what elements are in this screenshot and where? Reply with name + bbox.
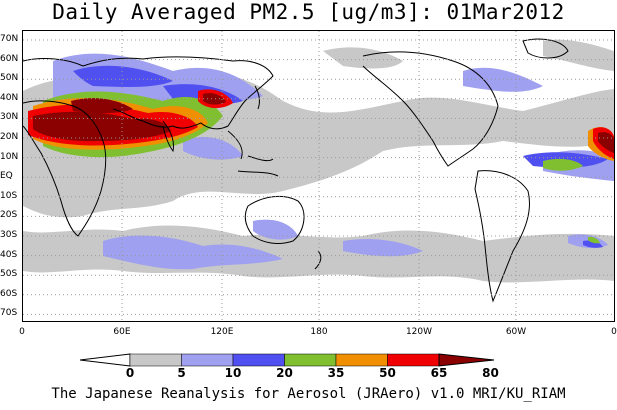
colorbar-tick-label: 80 — [482, 366, 499, 380]
lon-tick-label: 60E — [113, 327, 131, 337]
colorbar — [79, 353, 495, 367]
lat-tick-label: 60S — [0, 288, 18, 299]
map-canvas — [23, 31, 614, 321]
footer-credit: The Japanese Reanalysis for Aerosol (JRA… — [51, 386, 566, 402]
colorbar-tick-label: 10 — [224, 366, 242, 380]
lat-tick-label: EQ — [0, 171, 13, 182]
lat-tick-label: 20N — [0, 132, 19, 142]
colorbar-segment — [129, 353, 182, 367]
lat-tick-label: 60N — [0, 53, 19, 64]
colorbar-tick-label: 50 — [379, 366, 396, 380]
graticule — [23, 31, 614, 321]
lat-tick-label: 10N — [0, 151, 19, 162]
lat-tick-label: 30N — [0, 112, 19, 123]
lat-tick-label: 30S — [0, 230, 18, 240]
lat-tick-label: 70S — [0, 308, 18, 319]
lon-tick-label: 0 — [611, 327, 617, 337]
lon-tick-label: 180 — [310, 327, 328, 337]
colorbar-segment — [284, 353, 337, 367]
lat-tick-label: 50S — [0, 269, 18, 280]
colorbar-arrow-low — [79, 353, 131, 367]
colorbar-segment — [232, 353, 285, 367]
colorbar-tick-label: 20 — [276, 366, 293, 380]
coastlines — [23, 38, 569, 303]
colorbar-segment — [335, 353, 388, 367]
colorbar-tick-label: 0 — [125, 366, 135, 380]
lat-tick-label: 40S — [0, 249, 18, 260]
colorbar-segment — [181, 353, 234, 367]
lon-tick-label: 0 — [19, 327, 25, 337]
pm25-map — [22, 30, 615, 322]
lat-tick-label: 40N — [0, 92, 19, 103]
colorbar-tick-label: 65 — [430, 366, 448, 380]
colorbar-tick-label: 5 — [177, 366, 186, 380]
lat-tick-label: 10S — [0, 190, 18, 201]
colorbar-tick-label: 35 — [327, 366, 345, 380]
lon-tick-label: 120W — [405, 327, 433, 337]
lon-tick-label: 120E — [210, 327, 234, 337]
colorbar-segment — [387, 353, 440, 367]
colorbar-arrow-high — [438, 353, 495, 367]
lat-tick-label: 70N — [0, 34, 19, 44]
lon-tick-label: 60W — [505, 327, 527, 337]
lat-tick-label: 20S — [0, 210, 18, 221]
lat-tick-label: 50N — [0, 73, 19, 84]
map-title: Daily Averaged PM2.5 [ug/m3]: 01Mar2012 — [52, 0, 565, 24]
